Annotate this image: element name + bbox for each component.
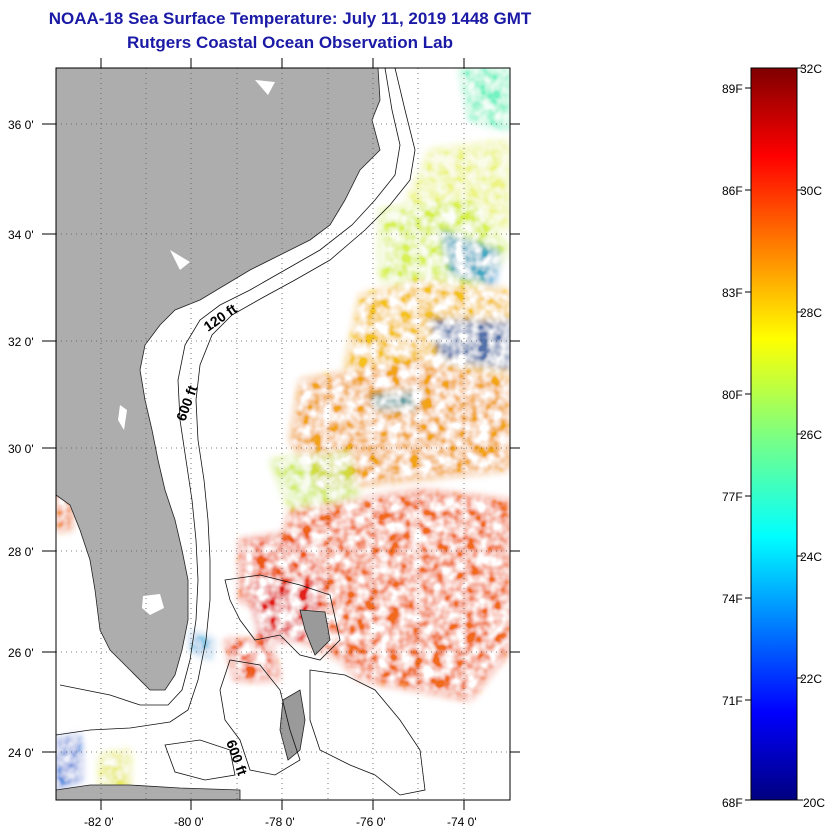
colorbar-label-20c: 20C (803, 796, 825, 810)
colorbar-label-68f: 68F (722, 796, 743, 810)
colorbar-ticks (745, 67, 803, 801)
lat-label-30: 30 0' (8, 442, 34, 456)
colorbar-label-28c: 28C (800, 306, 822, 320)
lon-label-78: -78 0' (265, 815, 295, 829)
colorbar-fahrenheit-labels: 89F 86F 83F 80F 77F 74F 71F 68F (722, 82, 743, 810)
graticule (56, 68, 510, 800)
map-title: NOAA-18 Sea Surface Temperature: July 11… (48, 9, 532, 28)
colorbar-label-86f: 86F (722, 184, 743, 198)
lon-label-76: -76 0' (356, 815, 386, 829)
frame-ticks (42, 58, 520, 810)
colorbar-label-83f: 83F (722, 286, 743, 300)
map-frame (55, 67, 511, 801)
colorbar-label-77f: 77F (722, 490, 743, 504)
colorbar-label-89f: 89F (722, 82, 743, 96)
bahamas-islands (279, 689, 306, 761)
lon-label-80: -80 0' (174, 815, 204, 829)
lat-label-26: 26 0' (8, 646, 34, 660)
lon-label-82: -82 0' (84, 815, 114, 829)
lat-label-34: 34 0' (8, 228, 34, 242)
colorbar-label-71f: 71F (722, 694, 743, 708)
colorbar-label-24c: 24C (800, 550, 822, 564)
colorbar-celsius-labels: 32C 30C 28C 26C 24C 22C 20C (800, 62, 825, 810)
bathymetry-contours (56, 68, 426, 796)
colorbar (750, 67, 798, 801)
lat-label-36: 36 0' (8, 118, 34, 132)
colorbar-label-22c: 22C (800, 672, 822, 686)
colorbar-label-80f: 80F (722, 388, 743, 402)
land-mass (56, 68, 381, 691)
lat-label-24: 24 0' (8, 746, 34, 760)
lat-label-28: 28 0' (8, 545, 34, 559)
colorbar-label-74f: 74F (722, 592, 743, 606)
sst-data-layer (56, 68, 510, 790)
colorbar-label-32c: 32C (800, 62, 822, 76)
map-subtitle: Rutgers Coastal Ocean Observation Lab (127, 33, 453, 52)
colorbar-label-26c: 26C (800, 428, 822, 442)
colorbar-label-30c: 30C (800, 184, 822, 198)
cuba-landmass (56, 784, 241, 800)
lake-okeechobee (142, 594, 164, 615)
lon-label-74: -74 0' (447, 815, 477, 829)
lat-label-32: 32 0' (8, 335, 34, 349)
